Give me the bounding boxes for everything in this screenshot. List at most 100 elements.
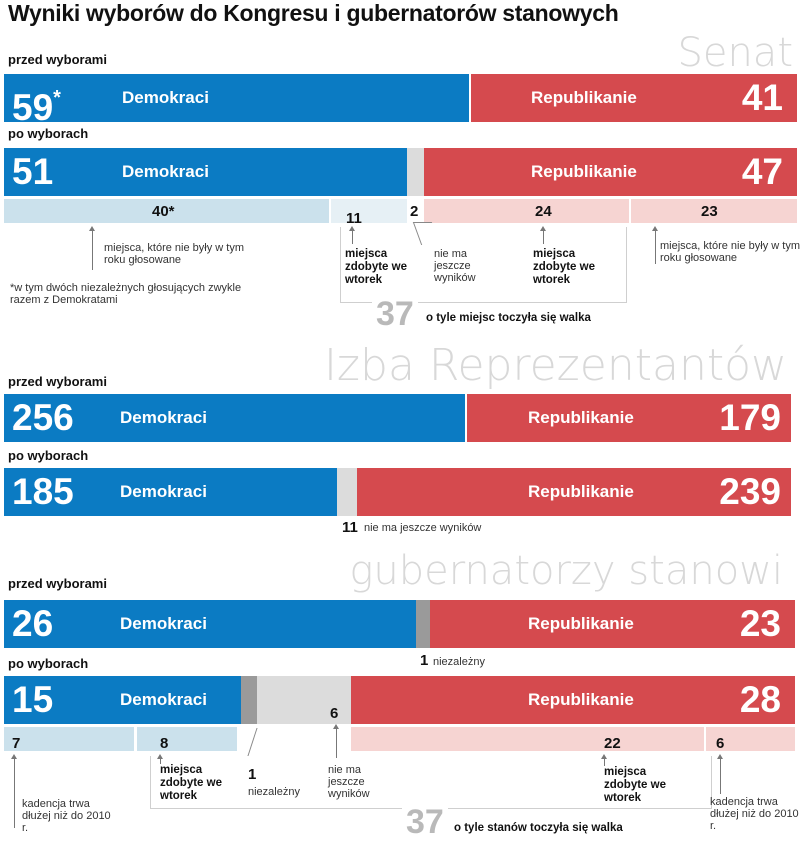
house-before-dem-value: 256 bbox=[12, 397, 74, 438]
gov-after-dem-bar bbox=[4, 676, 241, 724]
gov-note-no-result: nie ma jeszcze wyników bbox=[328, 764, 386, 800]
senate-dem-not-voted-value: 40* bbox=[152, 203, 175, 220]
section-title-house: Izba Reprezentantów bbox=[323, 340, 787, 391]
arrow-icon bbox=[652, 226, 658, 264]
senate-dem-won-value: 11 bbox=[346, 210, 362, 227]
senate-rep-won-value: 24 bbox=[535, 203, 552, 220]
gov-contested-text: o tyle stanów toczyła się walka bbox=[452, 822, 625, 834]
gov-before-dem-label: Demokraci bbox=[120, 614, 207, 633]
arrow-icon bbox=[717, 754, 723, 794]
senate-before-dem-bar bbox=[4, 74, 469, 122]
senate-note-not-voted-right: miejsca, które nie były w tym roku głoso… bbox=[660, 240, 800, 264]
house-before-dem-label: Demokraci bbox=[120, 408, 207, 427]
house-no-result-text: nie ma jeszcze wyników bbox=[364, 522, 482, 534]
gov-after-rep-label: Republikanie bbox=[528, 690, 634, 709]
house-after-dem-value: 185 bbox=[12, 471, 74, 512]
senate-rep-not-voted-value: 23 bbox=[701, 203, 718, 220]
gov-before-rep-value: 23 bbox=[739, 603, 781, 644]
senate-note-rep-won: miejsca zdobyte we wtorek bbox=[533, 248, 595, 286]
gov-independent-before-value: 1 bbox=[420, 652, 429, 669]
gov-rep-not-voted-segment bbox=[706, 727, 795, 751]
house-after-noresult-bar bbox=[337, 468, 357, 516]
house-no-result-value: 11 bbox=[342, 519, 358, 536]
pointer-line bbox=[235, 728, 258, 756]
label-before: przed wyborami bbox=[8, 52, 107, 67]
gov-dem-won-segment bbox=[137, 727, 237, 751]
senate-dem-won-segment bbox=[331, 199, 407, 223]
senate-after-noresult-bar bbox=[407, 148, 424, 196]
senate-note-not-voted-left: miejsca, które nie były w tym roku głoso… bbox=[104, 242, 244, 266]
page-title: Wyniki wyborów do Kongresu i gubernatoró… bbox=[8, 0, 619, 26]
senate-before-rep-label: Republikanie bbox=[531, 88, 637, 107]
senate-note-no-result: nie ma jeszcze wyników bbox=[434, 248, 476, 284]
gov-dem-not-voted-value: 7 bbox=[12, 735, 21, 752]
senate-contested-number: 37 bbox=[372, 296, 418, 332]
gov-before-dem-value: 26 bbox=[12, 603, 54, 644]
senate-after-rep-label: Republikanie bbox=[531, 162, 637, 181]
section-title-senate: Senat bbox=[677, 30, 793, 76]
senate-before-dem-label: Demokraci bbox=[122, 88, 209, 107]
gov-note-independent: niezależny bbox=[248, 786, 300, 798]
label-after: po wyborach bbox=[8, 126, 89, 141]
senate-footnote: *w tym dwóch niezależnych głosujących zw… bbox=[10, 282, 242, 306]
label-after: po wyborach bbox=[8, 656, 89, 671]
gov-after-rep-bar bbox=[351, 676, 795, 724]
label-before: przed wyborami bbox=[8, 374, 107, 389]
senate-after-dem-bar bbox=[4, 148, 407, 196]
gov-no-result-value: 6 bbox=[330, 705, 339, 722]
senate-before-dem-value: 59* bbox=[12, 87, 61, 128]
senate-contested-text: o tyle miejsc toczyła się walka bbox=[424, 312, 593, 324]
footnote-mark: * bbox=[53, 87, 61, 109]
arrow-icon bbox=[601, 754, 607, 766]
house-before-rep-value: 179 bbox=[719, 397, 781, 438]
house-after-dem-bar bbox=[4, 468, 337, 516]
house-after-rep-bar bbox=[357, 468, 791, 516]
gov-rep-won-value: 22 bbox=[604, 735, 621, 752]
senate-contested-bracket bbox=[340, 227, 627, 303]
house-before-rep-label: Republikanie bbox=[528, 408, 634, 427]
gov-after-rep-value: 28 bbox=[739, 679, 781, 720]
arrow-icon bbox=[89, 226, 95, 270]
gov-rep-won-segment bbox=[351, 727, 704, 751]
senate-note-dem-won: miejsca zdobyte we wtorek bbox=[345, 248, 407, 286]
house-after-dem-label: Demokraci bbox=[120, 482, 207, 501]
gov-note-dem-won: miejsca zdobyte we wtorek bbox=[160, 764, 240, 803]
gov-before-rep-label: Republikanie bbox=[528, 614, 634, 633]
senate-rep-not-voted-segment bbox=[631, 199, 797, 223]
gov-rep-not-voted-value: 6 bbox=[716, 735, 725, 752]
gov-before-independent-bar bbox=[416, 600, 430, 648]
house-before-rep-bar bbox=[467, 394, 791, 442]
senate-after-dem-value: 51 bbox=[12, 151, 54, 192]
gov-independent-value: 1 bbox=[248, 766, 257, 783]
gov-contested-number: 37 bbox=[402, 804, 448, 840]
senate-after-dem-label: Demokraci bbox=[122, 162, 209, 181]
gov-note-term-left: kadencja trwa dłużej niż do 2010 r. bbox=[22, 798, 111, 834]
gov-after-noresult-bar bbox=[257, 676, 351, 724]
senate-rep-won-segment bbox=[424, 199, 629, 223]
senate-after-rep-bar bbox=[424, 148, 797, 196]
gov-after-independent-bar bbox=[241, 676, 257, 724]
gov-note-term-right: kadencja trwa dłużej niż do 2010 r. bbox=[710, 796, 799, 832]
senate-dem-not-voted-segment bbox=[4, 199, 329, 223]
section-title-governors: gubernatorzy stanowi bbox=[349, 548, 783, 594]
gov-independent-before-text: niezależny bbox=[433, 656, 485, 668]
gov-dem-won-value: 8 bbox=[160, 735, 169, 752]
gov-after-dem-value: 15 bbox=[12, 679, 54, 720]
label-before: przed wyborami bbox=[8, 576, 107, 591]
senate-no-result-value: 2 bbox=[410, 203, 419, 220]
house-before-dem-bar bbox=[4, 394, 465, 442]
gov-note-rep-won: miejsca zdobyte we wtorek bbox=[604, 766, 684, 805]
senate-after-rep-value: 47 bbox=[741, 151, 783, 192]
label-after: po wyborach bbox=[8, 448, 89, 463]
house-after-rep-value: 239 bbox=[719, 471, 781, 512]
arrow-icon bbox=[349, 226, 355, 244]
arrow-icon bbox=[157, 754, 163, 766]
gov-before-dem-bar bbox=[4, 600, 416, 648]
arrow-icon bbox=[333, 724, 339, 758]
arrow-icon bbox=[11, 754, 17, 828]
arrow-icon bbox=[540, 226, 546, 244]
gov-before-rep-bar bbox=[430, 600, 795, 648]
house-after-rep-label: Republikanie bbox=[528, 482, 634, 501]
senate-before-rep-bar bbox=[471, 74, 797, 122]
senate-before-rep-value: 41 bbox=[741, 77, 783, 118]
